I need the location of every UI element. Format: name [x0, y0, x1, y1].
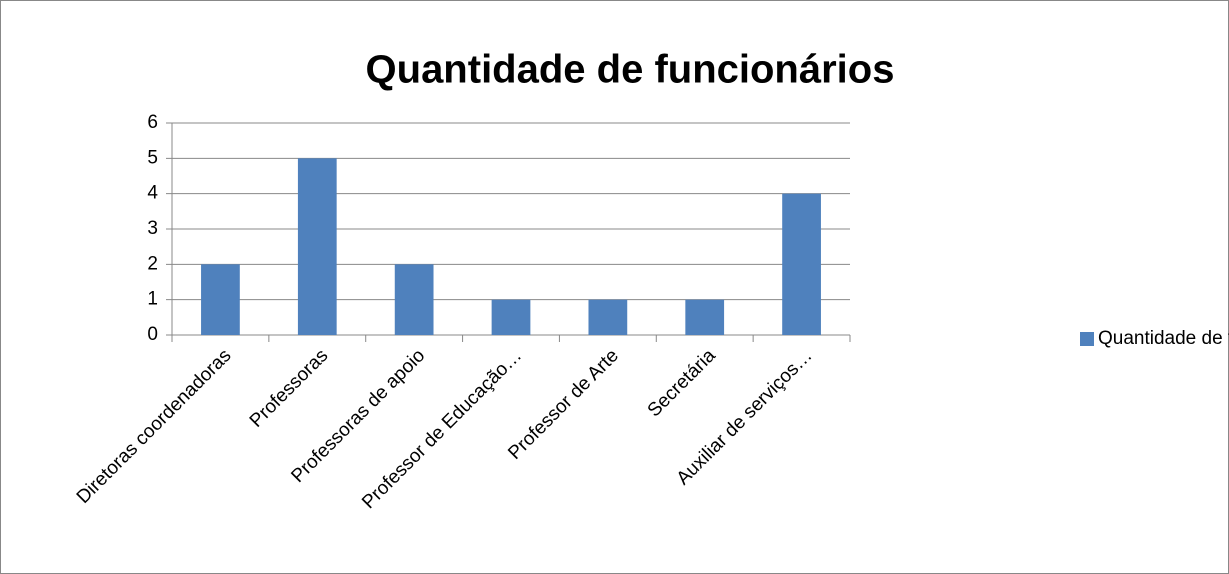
y-tick-label: 3: [147, 218, 158, 239]
bar: [588, 299, 628, 335]
bar: [297, 158, 337, 335]
bar: [491, 299, 531, 335]
y-tick-label: 6: [147, 112, 158, 133]
chart-title: Quantidade de funcionários: [366, 48, 895, 92]
bar: [394, 264, 434, 335]
y-tick-label: 1: [147, 289, 158, 310]
legend-label: Quantidade de funcionários: [1098, 328, 1229, 349]
y-tick-label: 4: [147, 183, 158, 204]
y-tick-label: 2: [147, 253, 158, 274]
bar: [782, 193, 821, 335]
bar: [201, 264, 240, 335]
bar: [685, 299, 725, 335]
y-tick-label: 5: [147, 147, 158, 168]
y-tick-label: 0: [147, 324, 158, 345]
legend-swatch: [1080, 332, 1094, 346]
